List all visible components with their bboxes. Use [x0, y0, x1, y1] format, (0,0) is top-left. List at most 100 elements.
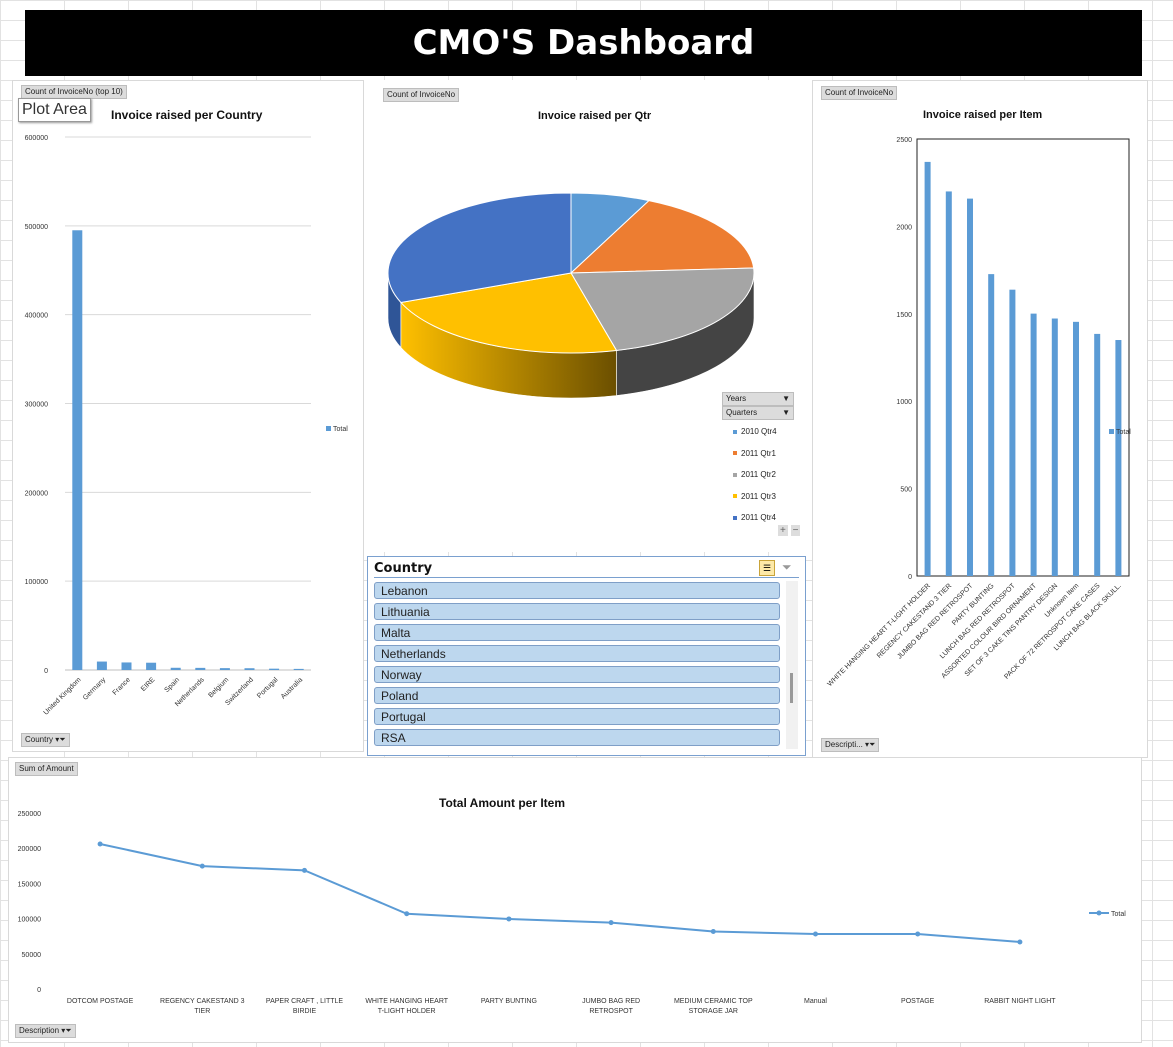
slicer-item-rsa[interactable]: RSA: [374, 729, 780, 746]
filter-dropdown-icon: ▾⏷: [61, 1026, 72, 1035]
slicer-item-portugal[interactable]: Portugal: [374, 708, 780, 725]
line-point: [404, 911, 410, 917]
x-tick-label: WHITE HANGING HEART T-LIGHT HOLDER: [365, 998, 448, 1015]
x-tick-label: United Kingdom: [43, 676, 83, 716]
slicer-item-netherlands[interactable]: Netherlands: [374, 645, 780, 662]
line-point: [710, 928, 716, 934]
y-tick-label: 50000: [22, 952, 42, 959]
description-button[interactable]: Description ▾⏷: [15, 1024, 76, 1038]
legend-label: 2011 Qtr1: [741, 448, 776, 458]
line-point: [506, 916, 512, 922]
legend-label: 2011 Qtr4: [741, 513, 776, 522]
legend-item: 2011 Qtr4: [733, 511, 777, 533]
legend-label: 2011 Qtr2: [741, 470, 776, 479]
y-tick-label: 2000: [896, 224, 912, 231]
bar-netherlands: [195, 667, 206, 670]
x-tick-label: PARTY BUNTING: [481, 998, 537, 1005]
line-point: [199, 863, 205, 869]
country-axis-button[interactable]: Country ▾⏷: [21, 733, 70, 747]
item-chart-panel[interactable]: Count of InvoiceNo Invoice raised per It…: [812, 80, 1148, 758]
sum-amount-button[interactable]: Sum of Amount: [15, 762, 78, 776]
slicer-item-lithuania[interactable]: Lithuania: [374, 603, 780, 620]
bar-germany: [96, 661, 107, 670]
bar-item: [1073, 321, 1079, 576]
bar-item: [945, 191, 952, 576]
bar-spain: [170, 667, 181, 670]
years-label: Years: [726, 394, 747, 403]
slicer-title: Country: [374, 561, 433, 576]
pie-slice-2011-qtr1: [569, 200, 755, 274]
line-point: [608, 920, 614, 926]
y-tick-label: 0: [44, 668, 48, 675]
amount-chart-svg: 0 50000 100000 150000 200000 250000 DOTCOM POS…: [18, 811, 1127, 1015]
description-axis-button[interactable]: Descripti... ▾⏷: [821, 738, 880, 752]
item-chart-title: Invoice raised per Item: [923, 109, 1043, 121]
slicer-item-malta[interactable]: Malta: [374, 624, 780, 641]
amount-chart-panel[interactable]: Sum of Amount Total Amount per Item 0 500…: [8, 757, 1142, 1043]
filter-dropdown-icon: ▾⏷: [865, 740, 876, 749]
multi-select-icon[interactable]: ☰: [759, 560, 775, 576]
slicer-divider: [374, 577, 799, 578]
x-tick-label: France: [112, 676, 132, 696]
count-invoice-button[interactable]: Count of InvoiceNo: [383, 88, 460, 102]
legend-swatch: [733, 494, 737, 499]
slicer-scrollbar[interactable]: [786, 581, 798, 749]
bar-united-kingdom: [72, 230, 83, 670]
line-series-total: [99, 842, 1020, 943]
quarters-button[interactable]: Quarters ▼: [722, 406, 794, 420]
bar-item: [988, 274, 995, 576]
slicer-item-lebanon[interactable]: Lebanon: [374, 582, 780, 599]
expand-icon[interactable]: +: [778, 525, 788, 536]
collapse-icon[interactable]: −: [790, 525, 801, 536]
country-chart-svg: 0 100000 200000 300000 400000 500000 600000 Uni…: [25, 135, 349, 717]
bar-australia: [293, 668, 304, 670]
y-tick-label: 1500: [896, 312, 912, 319]
count-invoice-item-button[interactable]: Count of InvoiceNo: [821, 86, 898, 100]
y-tick-label: 0: [37, 987, 41, 994]
country-chart-panel[interactable]: Count of InvoiceNo (top 10) Invoice rais…: [12, 80, 364, 752]
legend-swatch: [733, 515, 737, 520]
dashboard-title: CMO'S Dashboard: [25, 10, 1142, 76]
bar-item: [1051, 318, 1058, 576]
legend-label: Total: [1116, 429, 1131, 436]
y-tick-label: 500000: [25, 224, 48, 231]
qtr-chart-svg: [387, 192, 755, 399]
legend-swatch: [326, 426, 331, 431]
clear-filter-icon[interactable]: ⏷: [782, 560, 792, 574]
country-chart-title: Invoice raised per Country: [111, 108, 263, 122]
qtr-chart-panel[interactable]: Count of InvoiceNo Invoice raised per Qt…: [364, 80, 812, 552]
x-tick-label: Manual: [804, 998, 827, 1005]
scrollbar-thumb[interactable]: [790, 673, 793, 703]
bar-item: [1030, 313, 1037, 576]
y-tick-label: 200000: [18, 846, 41, 853]
dropdown-arrow-icon: ▼: [782, 394, 790, 403]
y-tick-label: 400000: [25, 313, 48, 320]
slicer-item-norway[interactable]: Norway: [374, 666, 780, 683]
y-tick-label: 100000: [25, 579, 48, 586]
country-slicer[interactable]: Country ☰ ⏷ Lebanon Lithuania Malta Neth…: [367, 556, 806, 756]
legend-label: 2010 Qtr4: [741, 427, 777, 436]
legend-item: 2011 Qtr1: [733, 447, 777, 469]
y-tick-label: 200000: [25, 490, 48, 497]
legend-item: 2011 Qtr3: [733, 490, 777, 512]
legend-swatch: [1109, 429, 1114, 434]
legend-label: 2011 Qtr3: [741, 491, 776, 501]
legend-item: 2010 Qtr4: [733, 425, 777, 447]
expand-collapse-buttons[interactable]: + −: [778, 525, 801, 536]
y-tick-label: 0: [908, 574, 912, 581]
bar-item: [1094, 333, 1101, 576]
x-tick-label: Spain: [164, 676, 182, 694]
x-tick-label: DOTCOM POSTAGE: [67, 998, 134, 1005]
bar-switzerland: [244, 668, 255, 670]
bar-item: [924, 161, 931, 576]
y-tick-label: 600000: [25, 135, 48, 142]
pie-slice-2011-qtr2: [570, 267, 755, 352]
x-tick-label: MEDIUM CERAMIC TOP STORAGE JAR: [674, 998, 753, 1015]
x-tick-label: JUMBO BAG RED RETROSPOT: [582, 998, 640, 1015]
bar-item: [1115, 340, 1122, 576]
x-tick-label: REGENCY CAKESTAND 3 TIER: [160, 998, 245, 1015]
slicer-item-poland[interactable]: Poland: [374, 687, 780, 704]
x-tick-label: EIRE: [140, 676, 157, 693]
years-button[interactable]: Years ▼: [722, 392, 794, 406]
